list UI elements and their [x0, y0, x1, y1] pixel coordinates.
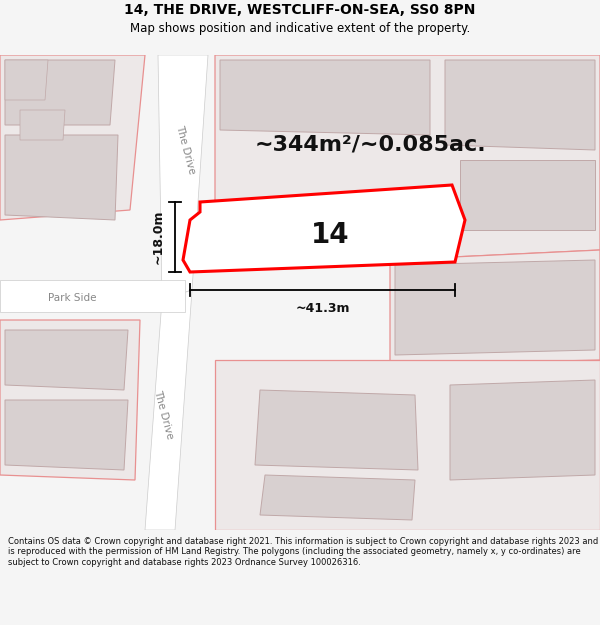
Text: ~344m²/~0.085ac.: ~344m²/~0.085ac. — [254, 135, 486, 155]
Polygon shape — [183, 185, 465, 272]
Text: The Drive: The Drive — [173, 124, 196, 176]
Polygon shape — [20, 110, 65, 140]
Text: ~18.0m: ~18.0m — [152, 210, 165, 264]
Text: The Drive: The Drive — [152, 389, 175, 441]
Text: ~41.3m: ~41.3m — [295, 302, 350, 315]
Polygon shape — [220, 60, 430, 135]
Polygon shape — [158, 55, 208, 300]
Text: Contains OS data © Crown copyright and database right 2021. This information is : Contains OS data © Crown copyright and d… — [8, 537, 598, 567]
Polygon shape — [5, 60, 115, 125]
Polygon shape — [0, 280, 185, 312]
Polygon shape — [5, 60, 48, 100]
Polygon shape — [450, 380, 595, 480]
Polygon shape — [460, 160, 595, 230]
Polygon shape — [215, 55, 600, 270]
Text: Map shows position and indicative extent of the property.: Map shows position and indicative extent… — [130, 22, 470, 35]
Polygon shape — [5, 135, 118, 220]
Polygon shape — [215, 360, 600, 530]
Polygon shape — [0, 55, 145, 220]
Text: Park Side: Park Side — [48, 293, 96, 303]
Polygon shape — [145, 290, 192, 530]
Polygon shape — [0, 320, 140, 480]
Polygon shape — [255, 390, 418, 470]
Polygon shape — [445, 60, 595, 150]
Polygon shape — [260, 475, 415, 520]
Text: 14: 14 — [311, 221, 349, 249]
Polygon shape — [390, 250, 600, 365]
Polygon shape — [5, 330, 128, 390]
Polygon shape — [395, 260, 595, 355]
Text: 14, THE DRIVE, WESTCLIFF-ON-SEA, SS0 8PN: 14, THE DRIVE, WESTCLIFF-ON-SEA, SS0 8PN — [124, 3, 476, 17]
Polygon shape — [5, 400, 128, 470]
